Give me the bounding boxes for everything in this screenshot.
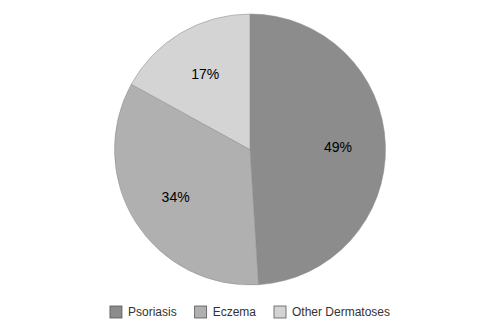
data-label: 34%: [162, 189, 190, 205]
slice: [250, 14, 386, 285]
data-labels: 49% 34% 17%: [162, 66, 352, 205]
legend-item: Other Dermatoses: [274, 305, 390, 319]
legend-item: Eczema: [195, 305, 257, 319]
chart: 49% 34% 17% Psoriasis Eczema Other Dermatoses: [0, 0, 500, 329]
legend-label: Other Dermatoses: [292, 305, 390, 319]
legend: Psoriasis Eczema Other Dermatoses: [110, 305, 390, 319]
legend-swatch: [274, 306, 286, 318]
data-label: 49%: [324, 139, 352, 155]
legend-swatch: [110, 306, 122, 318]
legend-swatch: [195, 306, 207, 318]
legend-item: Psoriasis: [110, 305, 177, 319]
legend-label: Psoriasis: [128, 305, 177, 319]
pie: [114, 14, 385, 285]
legend-label: Eczema: [213, 305, 257, 319]
slice: [131, 14, 250, 150]
data-label: 17%: [191, 66, 219, 82]
